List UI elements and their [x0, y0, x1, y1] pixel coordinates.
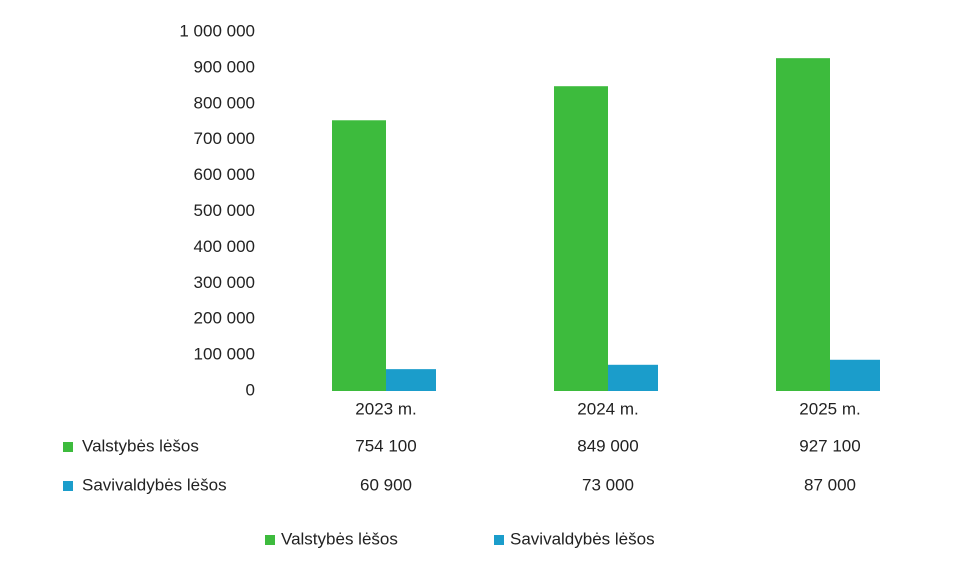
- table-value: 87 000: [804, 475, 856, 494]
- table-value: 754 100: [355, 436, 416, 455]
- bar: [554, 86, 608, 392]
- y-tick-label: 1 000 000: [179, 21, 255, 40]
- x-tick-label: 2024 m.: [577, 399, 638, 418]
- y-tick-label: 300 000: [194, 273, 255, 292]
- legend-swatch: [63, 481, 73, 491]
- x-tick-label: 2023 m.: [355, 399, 416, 418]
- table-row-label: Savivaldybės lėšos: [82, 475, 227, 494]
- y-tick-label: 600 000: [194, 165, 255, 184]
- legend-label: Savivaldybės lėšos: [510, 529, 655, 548]
- y-tick-label: 700 000: [194, 129, 255, 148]
- y-tick-label: 200 000: [194, 309, 255, 328]
- bar: [830, 359, 880, 391]
- y-tick-label: 100 000: [194, 345, 255, 364]
- table-value: 849 000: [577, 436, 638, 455]
- bar: [386, 369, 436, 391]
- legend-swatch: [63, 442, 73, 452]
- bar: [332, 120, 386, 391]
- table-value: 60 900: [360, 475, 412, 494]
- legend-swatch: [494, 535, 504, 545]
- y-tick-label: 500 000: [194, 201, 255, 220]
- bar: [608, 364, 658, 391]
- legend-label: Valstybės lėšos: [281, 529, 398, 548]
- bar: [776, 58, 830, 391]
- y-tick-label: 800 000: [194, 93, 255, 112]
- y-tick-label: 400 000: [194, 237, 255, 256]
- x-tick-label: 2025 m.: [799, 399, 860, 418]
- y-tick-label: 900 000: [194, 57, 255, 76]
- legend-swatch: [265, 535, 275, 545]
- y-tick-label: 0: [246, 380, 255, 399]
- table-value: 73 000: [582, 475, 634, 494]
- table-row-label: Valstybės lėšos: [82, 436, 199, 455]
- table-value: 927 100: [799, 436, 860, 455]
